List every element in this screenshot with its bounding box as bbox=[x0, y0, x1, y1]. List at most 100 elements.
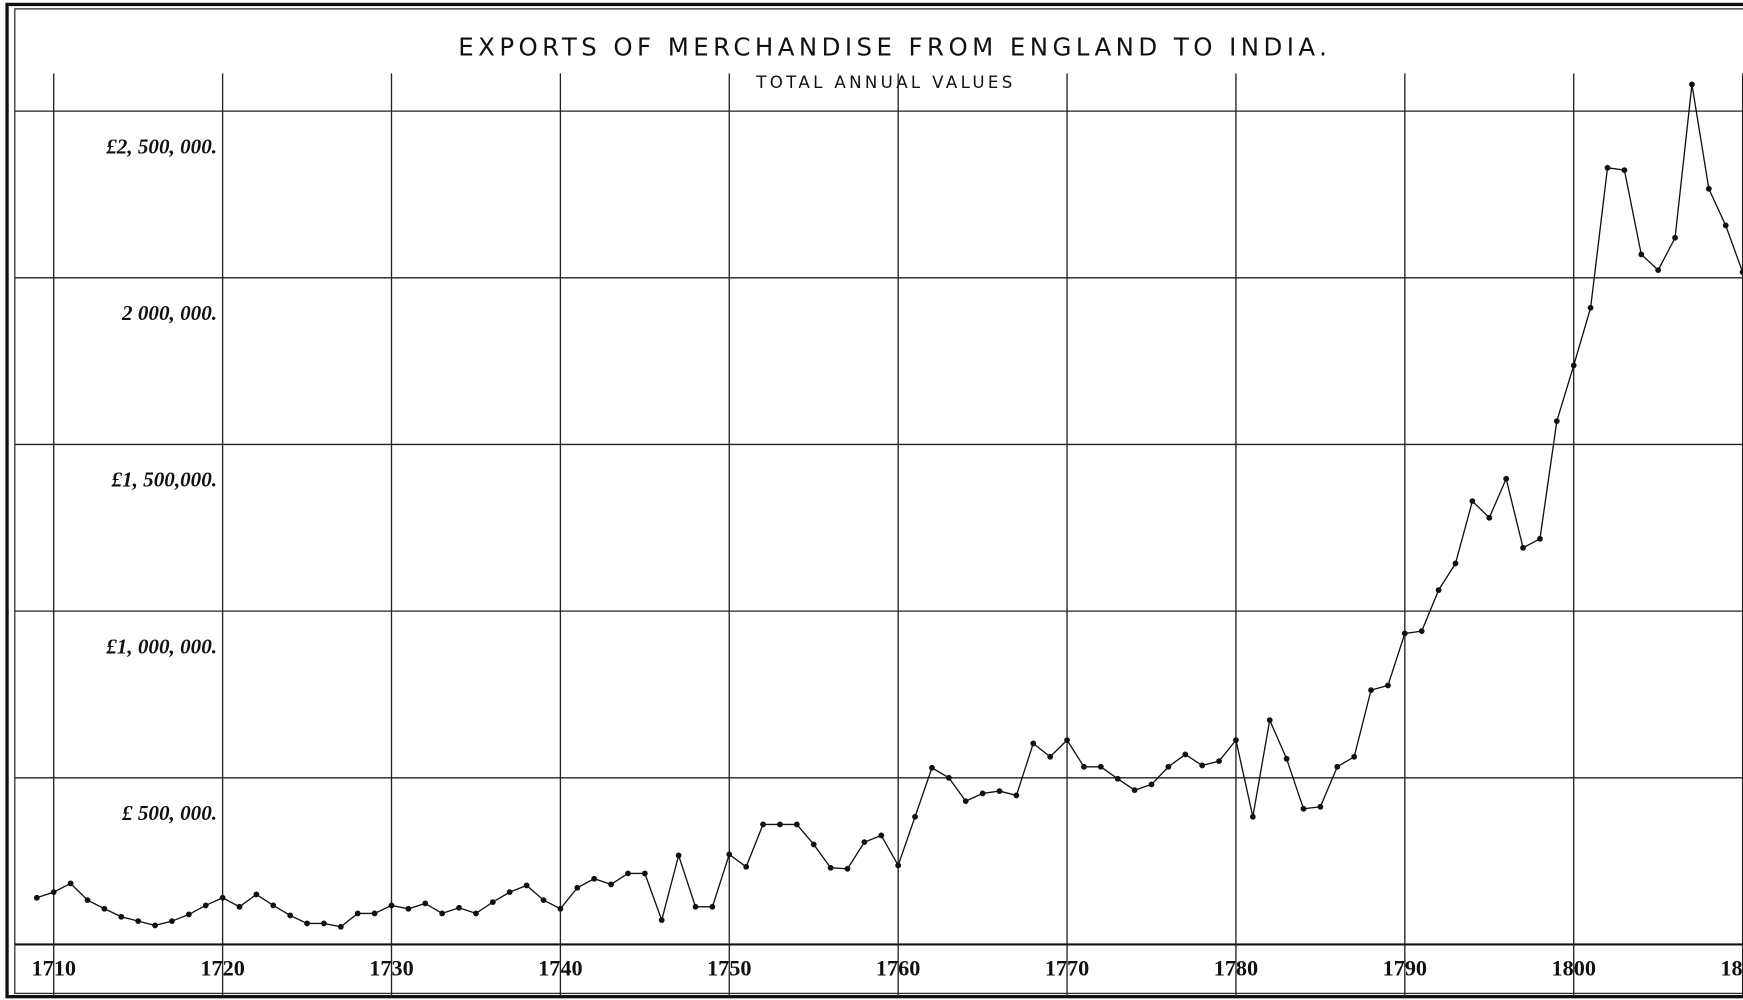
data-point bbox=[473, 910, 479, 917]
data-point bbox=[1705, 185, 1712, 192]
data-line bbox=[36, 84, 1743, 928]
data-point bbox=[337, 923, 344, 930]
data-point bbox=[1503, 475, 1510, 482]
data-point bbox=[1418, 628, 1425, 635]
data-point bbox=[84, 897, 91, 903]
data-point bbox=[1587, 304, 1594, 311]
x-tick-label: 1720 bbox=[200, 956, 244, 981]
data-point bbox=[1233, 737, 1239, 743]
data-point bbox=[371, 910, 378, 917]
data-point bbox=[1300, 805, 1307, 812]
y-tick-label: £2, 500, 000. bbox=[105, 134, 217, 158]
data-point bbox=[1672, 234, 1678, 241]
x-tick-label: 1730 bbox=[369, 956, 413, 981]
data-point bbox=[1537, 535, 1543, 542]
data-point bbox=[270, 902, 277, 909]
x-tick-label: 1770 bbox=[1045, 956, 1089, 981]
data-point bbox=[861, 839, 868, 846]
data-point bbox=[1182, 751, 1189, 758]
x-tick-label: 1800 bbox=[1552, 956, 1596, 981]
x-tick-label: 1740 bbox=[538, 956, 582, 981]
data-point bbox=[1148, 781, 1155, 788]
data-point bbox=[50, 889, 57, 896]
y-tick-label: £ 500, 000. bbox=[121, 801, 217, 825]
data-point bbox=[101, 905, 108, 912]
data-point bbox=[945, 774, 952, 781]
x-tick-label: 1810 bbox=[1720, 956, 1743, 981]
data-point bbox=[1266, 717, 1273, 723]
data-point bbox=[962, 798, 969, 805]
data-point bbox=[1131, 787, 1138, 793]
data-point bbox=[118, 913, 125, 920]
data-point bbox=[793, 821, 800, 828]
inner-frame bbox=[14, 8, 1743, 994]
data-point bbox=[1435, 587, 1442, 593]
chart-title: EXPORTS OF MERCHANDISE FROM ENGLAND TO I… bbox=[458, 33, 1331, 62]
data-point bbox=[709, 903, 716, 910]
data-point bbox=[1452, 560, 1459, 567]
data-point bbox=[1401, 630, 1408, 637]
data-point bbox=[236, 903, 243, 910]
data-point bbox=[1249, 813, 1256, 820]
data-point bbox=[540, 897, 547, 903]
data-point bbox=[1030, 740, 1037, 747]
data-point bbox=[827, 864, 834, 871]
data-point bbox=[219, 894, 226, 901]
y-tick-label: 2 000, 000. bbox=[121, 301, 217, 325]
frame bbox=[5, 2, 1743, 999]
data-point bbox=[304, 920, 310, 927]
data-point bbox=[1739, 269, 1743, 275]
data-point bbox=[625, 870, 631, 877]
data-point bbox=[185, 911, 192, 918]
data-point bbox=[1638, 251, 1645, 258]
data-point bbox=[641, 870, 648, 877]
data-point bbox=[591, 875, 598, 882]
y-tick-label: £1, 000, 000. bbox=[105, 634, 217, 658]
data-point bbox=[1317, 803, 1324, 810]
data-point bbox=[777, 821, 783, 828]
data-point bbox=[1570, 362, 1577, 369]
data-point bbox=[1486, 514, 1493, 521]
data-point bbox=[743, 863, 750, 870]
data-point bbox=[1351, 753, 1358, 760]
data-point bbox=[1621, 167, 1628, 173]
data-point bbox=[489, 899, 496, 906]
data-point bbox=[287, 912, 294, 919]
data-point bbox=[979, 790, 986, 797]
data-point bbox=[810, 841, 817, 848]
data-point bbox=[1081, 763, 1087, 770]
data-point bbox=[1469, 498, 1476, 504]
x-tick-label: 1780 bbox=[1214, 956, 1258, 981]
data-point bbox=[1334, 763, 1341, 770]
data-point bbox=[1368, 687, 1374, 693]
data-point bbox=[1047, 753, 1054, 760]
x-tick-label: 1710 bbox=[32, 956, 76, 981]
data-point bbox=[1283, 755, 1290, 762]
data-point bbox=[1199, 762, 1206, 769]
x-tick-label: 1760 bbox=[876, 956, 920, 981]
data-point bbox=[996, 788, 1003, 795]
data-point bbox=[67, 880, 74, 887]
data-point bbox=[1097, 763, 1104, 770]
data-point bbox=[506, 889, 513, 896]
data-point bbox=[388, 902, 395, 909]
data-point bbox=[760, 821, 766, 828]
data-point bbox=[354, 910, 361, 917]
data-point bbox=[33, 894, 40, 901]
data-point bbox=[658, 917, 665, 923]
data-point bbox=[1520, 544, 1526, 551]
data-point bbox=[1385, 682, 1391, 689]
data-point bbox=[726, 851, 733, 858]
data-point bbox=[253, 891, 260, 898]
data-point bbox=[557, 905, 564, 912]
data-point bbox=[1165, 763, 1172, 770]
data-point bbox=[1655, 267, 1662, 273]
data-point bbox=[202, 902, 209, 909]
data-point bbox=[895, 862, 902, 869]
data-point bbox=[523, 882, 530, 889]
data-point bbox=[169, 918, 175, 925]
data-point bbox=[1689, 81, 1695, 88]
data-point bbox=[405, 905, 412, 912]
